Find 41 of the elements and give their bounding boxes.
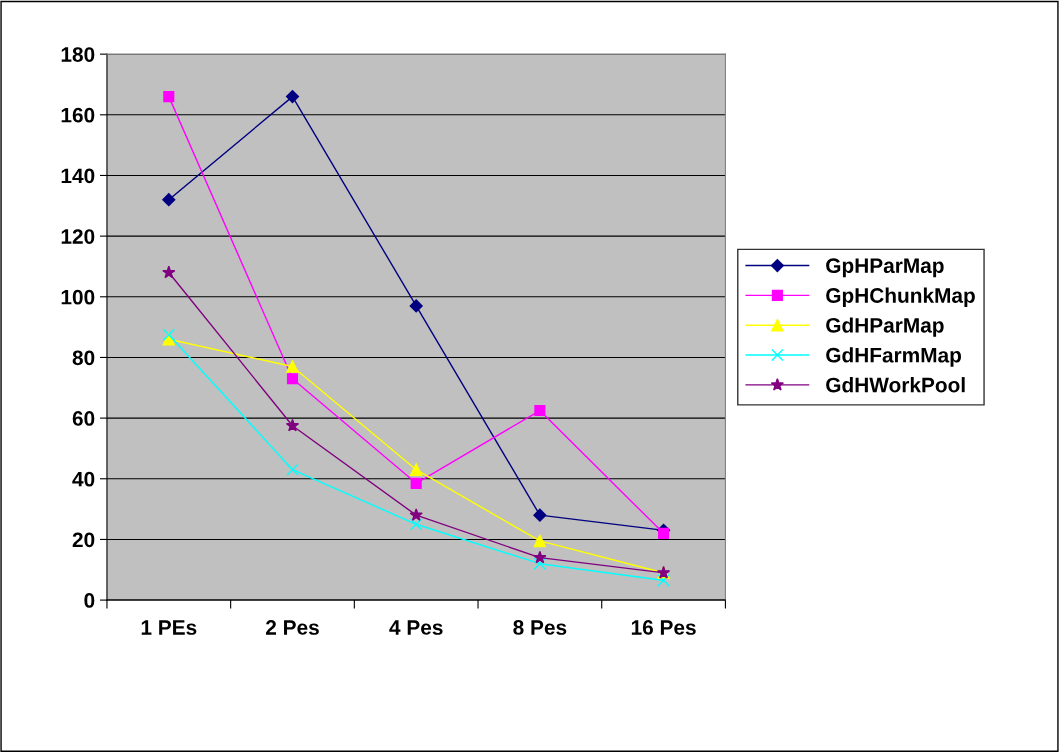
point — [286, 463, 299, 476]
point — [658, 527, 670, 539]
point — [409, 299, 423, 313]
legend-label: GdHParMap — [826, 317, 944, 337]
y-tick-label: 20 — [72, 532, 95, 548]
y-tick-label: 0 — [84, 593, 95, 608]
point — [533, 557, 547, 570]
y-tick-label: 40 — [72, 471, 95, 487]
point — [533, 508, 547, 522]
legend-label: GpHParMap — [826, 258, 944, 278]
point — [286, 360, 299, 373]
point — [410, 477, 422, 489]
point — [534, 404, 546, 417]
point — [409, 508, 423, 521]
point — [163, 91, 175, 103]
legend-label: GdHFarmMap — [826, 347, 962, 367]
y-tick-label: 60 — [72, 411, 95, 426]
x-tick-label: 1 PEs — [141, 620, 197, 635]
point — [533, 534, 547, 548]
x-tick-label: 16 Pes — [631, 620, 696, 635]
legend-label: GpHChunkMap — [826, 287, 975, 307]
y-tick-label: 160 — [61, 107, 95, 123]
y-tick-label: 100 — [61, 289, 95, 305]
x-tick-label: 8 Pes — [513, 620, 567, 635]
point — [533, 550, 547, 564]
point — [285, 418, 300, 432]
point — [162, 328, 176, 341]
point — [409, 463, 423, 476]
y-tick-label: 180 — [61, 47, 95, 62]
point — [162, 193, 176, 207]
point — [657, 574, 670, 587]
point — [162, 265, 176, 279]
y-tick-label: 120 — [61, 229, 95, 244]
point — [285, 90, 300, 104]
legend-label: GdHWorkPool — [826, 377, 965, 393]
y-tick-label: 80 — [72, 350, 95, 366]
y-tick-label: 140 — [61, 168, 95, 184]
point — [409, 518, 423, 531]
point — [286, 373, 299, 385]
x-tick-label: 4 Pes — [389, 620, 443, 635]
x-tick-label: 2 Pes — [266, 620, 319, 635]
